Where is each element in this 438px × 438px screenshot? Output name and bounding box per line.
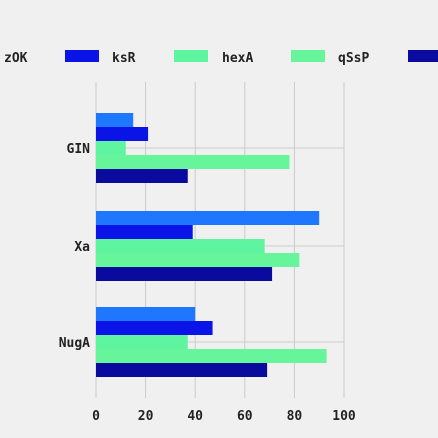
bar-GIN-series-4 <box>96 169 188 183</box>
x-tick-label-5: 100 <box>332 409 356 424</box>
legend-swatch-1 <box>65 50 99 62</box>
bars-layer <box>96 113 327 377</box>
bar-Xa-series-1 <box>96 225 193 239</box>
y-tick-label-0: GIN <box>67 142 91 157</box>
y-tick-label-2: NugA <box>59 336 90 351</box>
bar-Xa-series-4 <box>96 267 273 281</box>
y-axis-labels: GIN Xa NugA <box>59 142 90 351</box>
legend-swatch-4 <box>408 50 438 62</box>
x-tick-label-1: 20 <box>138 409 154 424</box>
x-tick-label-4: 80 <box>287 409 303 424</box>
bar-NugA-series-2 <box>96 335 188 349</box>
bar-Xa-series-3 <box>96 253 300 267</box>
bar-NugA-series-3 <box>96 349 327 363</box>
bar-Xa-series-0 <box>96 211 320 225</box>
bar-NugA-series-1 <box>96 321 213 335</box>
bar-NugA-series-0 <box>96 307 196 321</box>
legend: zOK ksR hexA qSsP <box>4 50 438 66</box>
x-tick-label-3: 60 <box>237 409 253 424</box>
bar-Xa-series-2 <box>96 239 265 253</box>
x-tick-label-0: 0 <box>92 409 100 424</box>
bar-GIN-series-3 <box>96 155 290 169</box>
legend-swatch-3 <box>291 50 325 62</box>
bar-NugA-series-4 <box>96 363 268 377</box>
x-axis-labels: 0 20 40 60 80 100 <box>92 409 356 424</box>
bar-GIN-series-2 <box>96 141 126 155</box>
bar-GIN-series-0 <box>96 113 134 127</box>
y-tick-label-1: Xa <box>74 240 90 255</box>
legend-label-3: qSsP <box>338 51 369 66</box>
legend-swatch-2 <box>174 50 208 62</box>
legend-label-1: ksR <box>112 51 136 66</box>
legend-label-0: zOK <box>4 51 28 66</box>
bar-GIN-series-1 <box>96 127 149 141</box>
x-tick-label-2: 40 <box>187 409 203 424</box>
legend-label-2: hexA <box>222 51 253 66</box>
